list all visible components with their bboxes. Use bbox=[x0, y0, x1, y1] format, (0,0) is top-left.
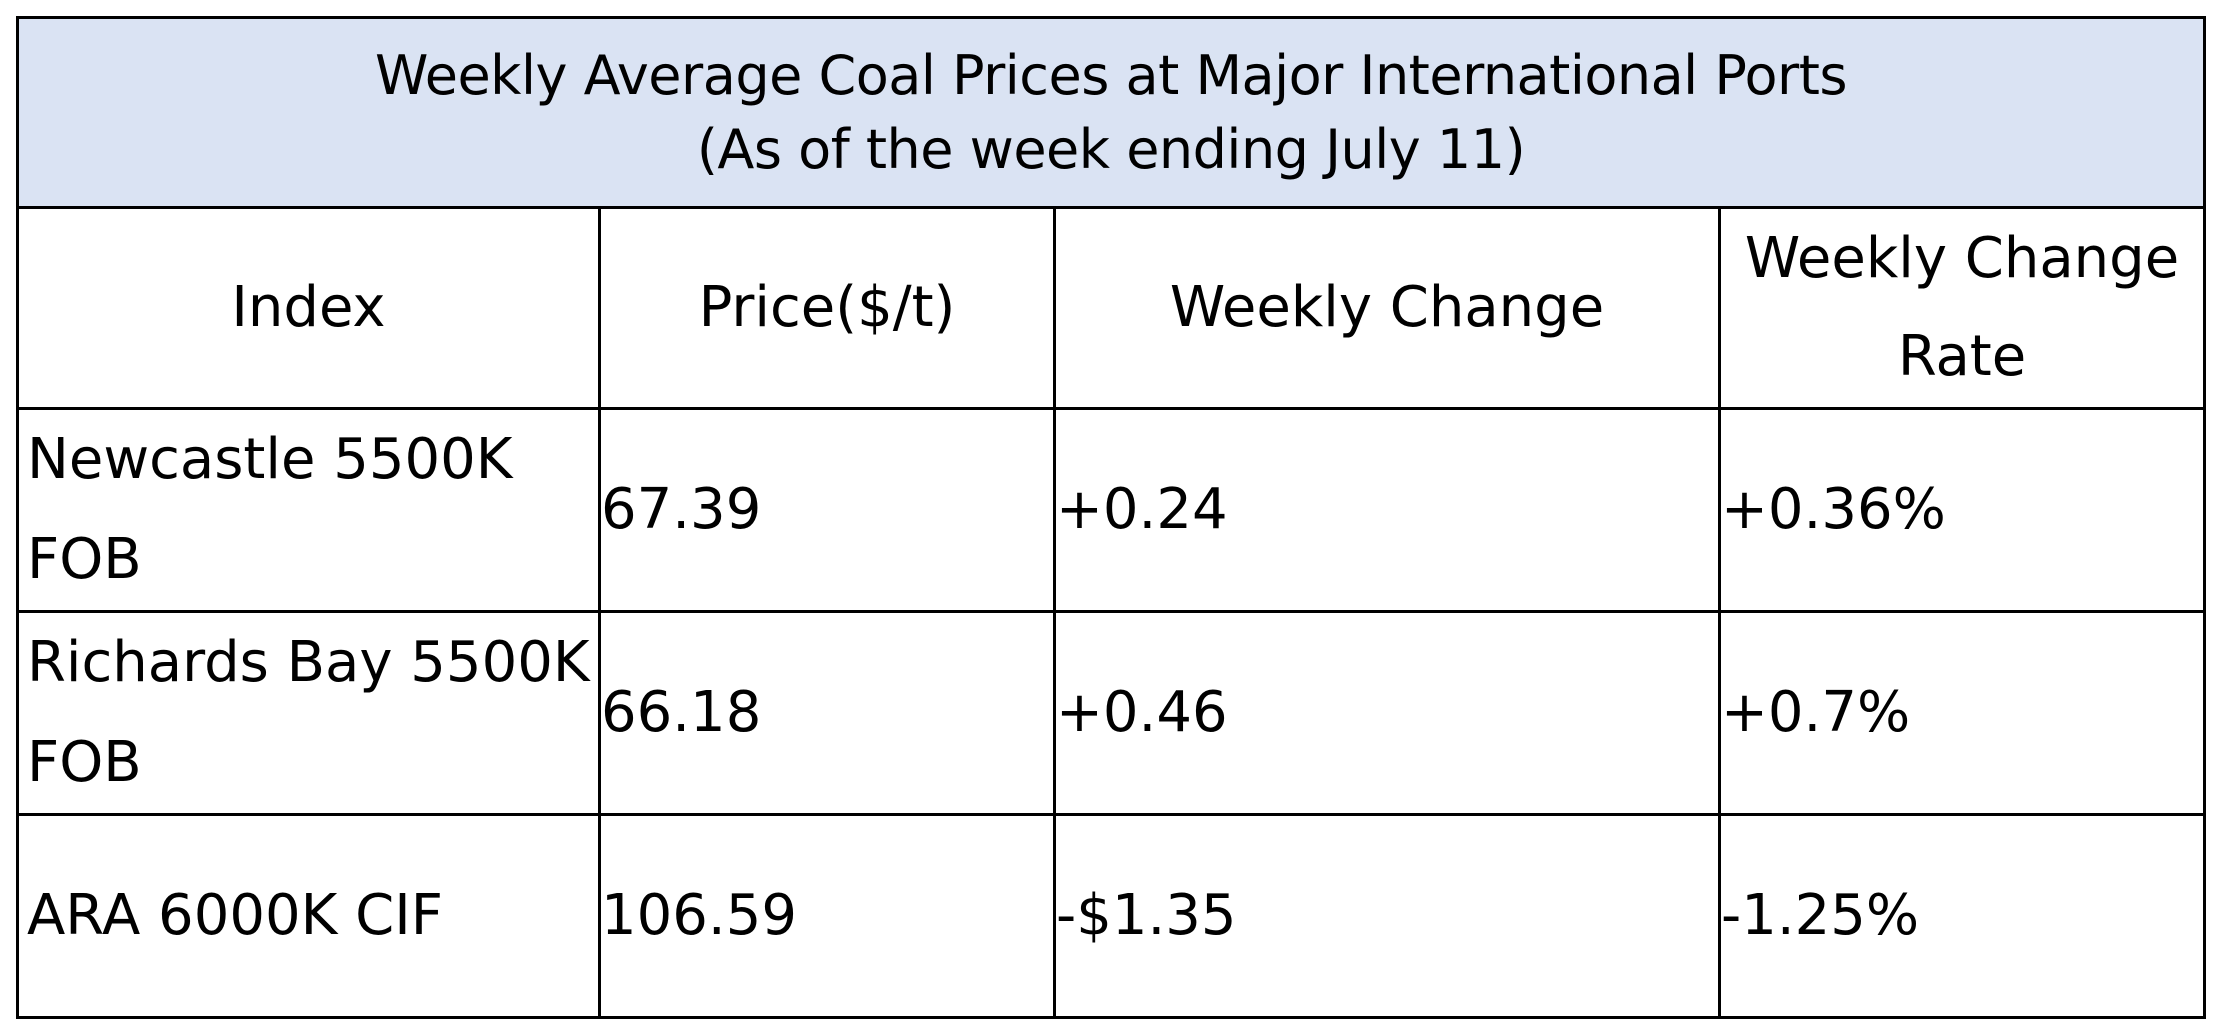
column-header-price: Price($/t) bbox=[598, 206, 1056, 410]
cell-weekly-change-rate: +0.7% bbox=[1717, 610, 2207, 816]
cell-index: Newcastle 5500K FOB bbox=[16, 407, 601, 613]
table-title-line-2: (As of the week ending July 11) bbox=[696, 117, 1526, 181]
cell-price: 67.39 bbox=[598, 407, 1056, 613]
table-header-row: Index Price($/t) Weekly Change Weekly Ch… bbox=[16, 206, 2207, 410]
table-title-line-1: Weekly Average Coal Prices at Major Inte… bbox=[375, 43, 1848, 107]
cell-weekly-change-rate: -1.25% bbox=[1717, 813, 2207, 1019]
cell-index: ARA 6000K CIF bbox=[16, 813, 601, 1019]
cell-weekly-change: -$1.35 bbox=[1053, 813, 1721, 1019]
cell-weekly-change: +0.24 bbox=[1053, 407, 1721, 613]
column-header-index: Index bbox=[16, 206, 601, 410]
cell-price: 106.59 bbox=[598, 813, 1056, 1019]
cell-price: 66.18 bbox=[598, 610, 1056, 816]
column-header-weekly-change: Weekly Change bbox=[1053, 206, 1721, 410]
cell-weekly-change: +0.46 bbox=[1053, 610, 1721, 816]
table-row: Newcastle 5500K FOB 67.39 +0.24 +0.36% bbox=[16, 407, 2207, 613]
coal-price-table: Weekly Average Coal Prices at Major Inte… bbox=[15, 16, 2207, 1019]
cell-index: Richards Bay 5500K FOB bbox=[16, 610, 601, 816]
column-header-weekly-change-rate: Weekly Change Rate bbox=[1717, 206, 2207, 410]
table-title-row: Weekly Average Coal Prices at Major Inte… bbox=[15, 16, 2207, 209]
table-title: Weekly Average Coal Prices at Major Inte… bbox=[15, 16, 2207, 209]
table-row: Richards Bay 5500K FOB 66.18 +0.46 +0.7% bbox=[16, 610, 2207, 816]
table-row: ARA 6000K CIF 106.59 -$1.35 -1.25% bbox=[16, 813, 2207, 1019]
cell-weekly-change-rate: +0.36% bbox=[1717, 407, 2207, 613]
